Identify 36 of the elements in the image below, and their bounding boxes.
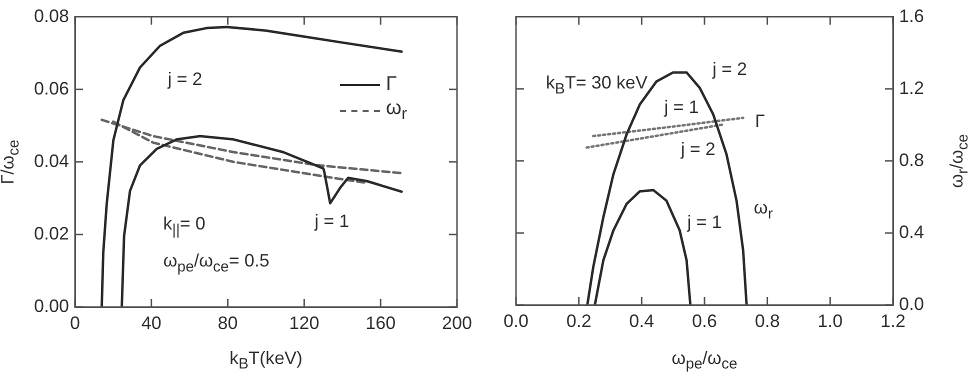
y-tick-label: 0.06 — [34, 78, 69, 98]
x-tick-label: 0.4 — [629, 310, 654, 331]
x-tick-label: 160 — [366, 312, 396, 333]
annotation: j = 2 — [168, 69, 202, 90]
annotation: ω$_{r}$ — [754, 197, 773, 222]
x-axis-title: k$_{B}$T(keV) — [229, 348, 303, 373]
x-tick-label: 0.2 — [566, 310, 592, 331]
x-tick-label: 200 — [442, 312, 472, 333]
y2-tick-label: 0.4 — [899, 222, 924, 242]
y-tick-label: 0.00 — [34, 296, 69, 316]
x-axis-title: ω$_{pe}$/ω$_{ce}$ — [672, 348, 738, 373]
annotation: j = 1 — [664, 96, 699, 117]
x-tick-label: 0.8 — [754, 310, 780, 331]
annotation: k$_{||}$= 0 — [163, 214, 206, 239]
legend-label: ω$_{r}$ — [386, 97, 407, 124]
y2-tick-label: 0.8 — [899, 150, 924, 170]
x-tick-label: 0 — [70, 312, 80, 333]
x-tick-label: 40 — [141, 312, 162, 333]
y2-tick-label: 1.2 — [899, 78, 924, 98]
annotation: j = 1 — [314, 211, 350, 232]
x-tick-label: 0.0 — [503, 310, 529, 331]
annotation: Γ — [754, 111, 765, 132]
annotation: k$_{B}$T= 30 keV — [546, 72, 648, 98]
y2-tick-label: 1.6 — [899, 6, 924, 26]
x-tick-label: 1.0 — [818, 310, 843, 331]
annotation: j = 1 — [687, 212, 722, 232]
legend-label: Γ — [386, 73, 397, 96]
x-tick-label: 120 — [289, 312, 320, 333]
annotation: ω$_{pe}$/ω$_{ce}$= 0.5 — [163, 251, 270, 276]
y-tick-label: 0.08 — [34, 6, 69, 26]
y-tick-label: 0.04 — [34, 150, 69, 171]
annotation: j = 2 — [680, 139, 716, 160]
x-tick-label: 80 — [218, 312, 238, 333]
annotation: j = 2 — [712, 58, 748, 79]
y-tick-label: 0.02 — [34, 223, 69, 244]
x-tick-label: 0.6 — [692, 310, 718, 331]
